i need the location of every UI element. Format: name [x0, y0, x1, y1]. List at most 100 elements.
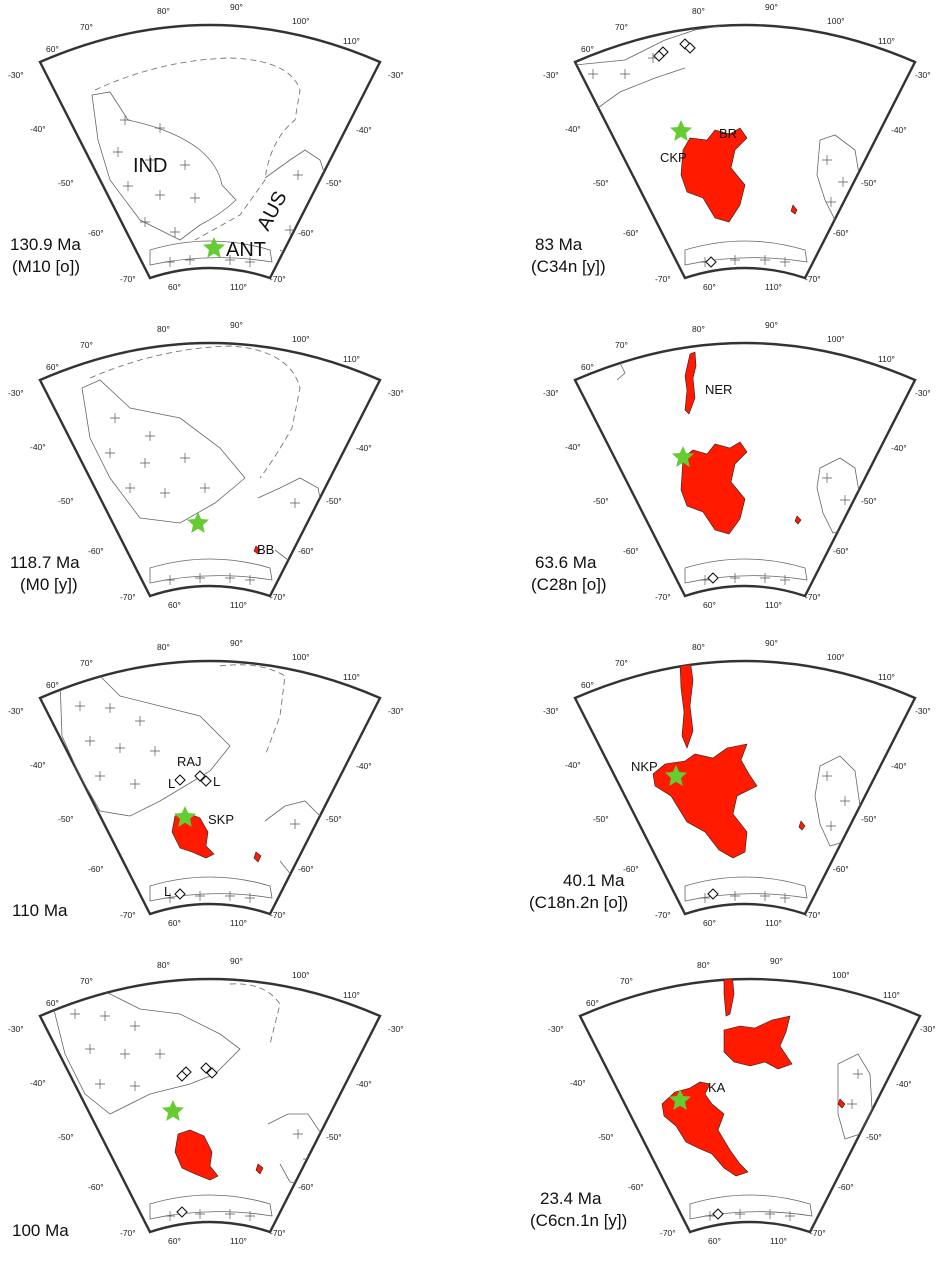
age-label: 63.6 Ma	[535, 553, 597, 572]
svg-text:70°: 70°	[80, 340, 93, 350]
continent-outline-dashed	[94, 57, 301, 241]
kerguelen-plateau	[661, 1081, 749, 1177]
map-panel-63-6: NER 60° 70° 80° 90° 100° 110° -30° -40° …	[531, 320, 931, 610]
svg-text:60°: 60°	[168, 918, 181, 928]
svg-text:-40°: -40°	[891, 761, 907, 771]
map-panel-83: BR CKP 60° 70° 80° 90° 100° 110° -30° -4…	[531, 2, 931, 292]
plume-star	[187, 512, 209, 533]
svg-text:-70°: -70°	[655, 274, 671, 284]
tick-labels: 60° 70° 80° 90° 100° 110° -30° -40° -50°…	[8, 320, 404, 610]
ninetyeast-ridge	[723, 979, 735, 1017]
chron-label: (M10 [o])	[12, 257, 80, 276]
svg-text:-70°: -70°	[810, 1228, 826, 1238]
svg-text:110°: 110°	[883, 990, 900, 1000]
svg-text:60°: 60°	[703, 600, 716, 610]
svg-text:-40°: -40°	[356, 761, 372, 771]
svg-text:110°: 110°	[765, 600, 782, 610]
bunbury-basalt	[798, 820, 806, 831]
label-br: BR	[719, 126, 737, 141]
svg-text:90°: 90°	[230, 638, 243, 648]
svg-text:-60°: -60°	[88, 864, 104, 874]
svg-text:-50°: -50°	[861, 496, 877, 506]
bunbury-basalt	[253, 545, 261, 555]
label-skp: SKP	[208, 812, 234, 827]
svg-text:100°: 100°	[292, 970, 310, 980]
svg-text:110°: 110°	[878, 36, 895, 46]
map-frame	[573, 23, 917, 280]
svg-text:-50°: -50°	[326, 178, 342, 188]
age-label: 40.1 Ma	[563, 871, 625, 890]
kimberlite-diamond	[176, 1206, 188, 1218]
age-label: 100 Ma	[12, 1221, 69, 1240]
svg-text:100°: 100°	[832, 970, 850, 980]
svg-text:90°: 90°	[765, 2, 778, 12]
svg-text:-30°: -30°	[915, 706, 931, 716]
svg-text:100°: 100°	[292, 652, 310, 662]
australia-coastline	[837, 1053, 873, 1140]
svg-text:-60°: -60°	[833, 864, 849, 874]
svg-text:60°: 60°	[168, 600, 181, 610]
ninetyeast-ridge	[679, 661, 694, 749]
tick-labels: 60° 70° 80° 90° 100° 110° -30° -40° -50°…	[548, 956, 936, 1246]
label-ind: IND	[133, 155, 167, 177]
svg-text:60°: 60°	[46, 362, 59, 372]
antarctica-coastline	[684, 876, 808, 902]
svg-text:60°: 60°	[46, 998, 59, 1008]
plume-star	[670, 120, 692, 141]
svg-text:80°: 80°	[692, 6, 705, 16]
ninetyeast-ridge	[684, 351, 697, 415]
svg-text:-30°: -30°	[8, 70, 24, 80]
antarctica-coastline	[149, 558, 273, 584]
svg-text:-70°: -70°	[805, 274, 821, 284]
svg-text:-60°: -60°	[833, 228, 849, 238]
svg-text:-30°: -30°	[548, 1024, 564, 1034]
india-margin	[616, 362, 626, 381]
label-ner: NER	[705, 382, 732, 397]
tick-labels: 60° 70° 80° 90° 100° 110° -30° -40° -50°…	[543, 320, 931, 610]
svg-text:-40°: -40°	[891, 443, 907, 453]
australia-coastline	[816, 457, 861, 534]
svg-text:-30°: -30°	[543, 706, 559, 716]
svg-text:100°: 100°	[292, 334, 310, 344]
map-frame	[38, 659, 382, 916]
svg-text:-60°: -60°	[298, 864, 314, 874]
svg-text:70°: 70°	[620, 976, 633, 986]
svg-text:-40°: -40°	[30, 760, 46, 770]
svg-text:-70°: -70°	[270, 274, 286, 284]
svg-text:110°: 110°	[230, 600, 247, 610]
svg-text:60°: 60°	[168, 1236, 181, 1246]
map-panel-110: RAJ L L L SKP 60° 70° 80° 90° 100° 110° …	[8, 638, 404, 928]
svg-text:-50°: -50°	[58, 178, 74, 188]
map-panel-130-9: IND ANT AUS 60° 70° 80° 90° 100° 110° -3…	[8, 2, 404, 292]
kimberlite-diamond	[707, 888, 719, 900]
svg-text:-40°: -40°	[891, 125, 907, 135]
svg-text:70°: 70°	[615, 340, 628, 350]
kerguelen-plateau	[680, 441, 748, 535]
svg-text:-50°: -50°	[58, 1132, 74, 1142]
southern-kerguelen-plateau	[174, 1129, 219, 1181]
antarctica-coastline	[684, 240, 808, 266]
svg-text:-70°: -70°	[660, 1228, 676, 1238]
india-coastline	[59, 675, 231, 817]
svg-text:-50°: -50°	[593, 496, 609, 506]
svg-text:90°: 90°	[765, 320, 778, 330]
svg-text:-50°: -50°	[326, 1132, 342, 1142]
svg-text:-70°: -70°	[655, 592, 671, 602]
svg-text:110°: 110°	[343, 36, 360, 46]
svg-text:100°: 100°	[827, 652, 845, 662]
svg-text:70°: 70°	[80, 22, 93, 32]
svg-text:-60°: -60°	[628, 1182, 644, 1192]
svg-text:110°: 110°	[343, 354, 360, 364]
plume-star	[162, 1100, 184, 1121]
svg-text:-30°: -30°	[8, 1024, 24, 1034]
svg-text:-50°: -50°	[58, 496, 74, 506]
india-coastline	[575, 25, 796, 66]
label-bb: BB	[257, 542, 274, 557]
kimberlite-diamond	[174, 888, 186, 900]
continent-outline-dashed	[89, 345, 301, 479]
india-margin	[594, 67, 686, 111]
age-label: 83 Ma	[535, 235, 583, 254]
svg-text:70°: 70°	[80, 658, 93, 668]
tick-labels: 60° 70° 80° 90° 100° 110° -30° -40° -50°…	[543, 2, 931, 292]
craton-crosses	[74, 700, 316, 904]
